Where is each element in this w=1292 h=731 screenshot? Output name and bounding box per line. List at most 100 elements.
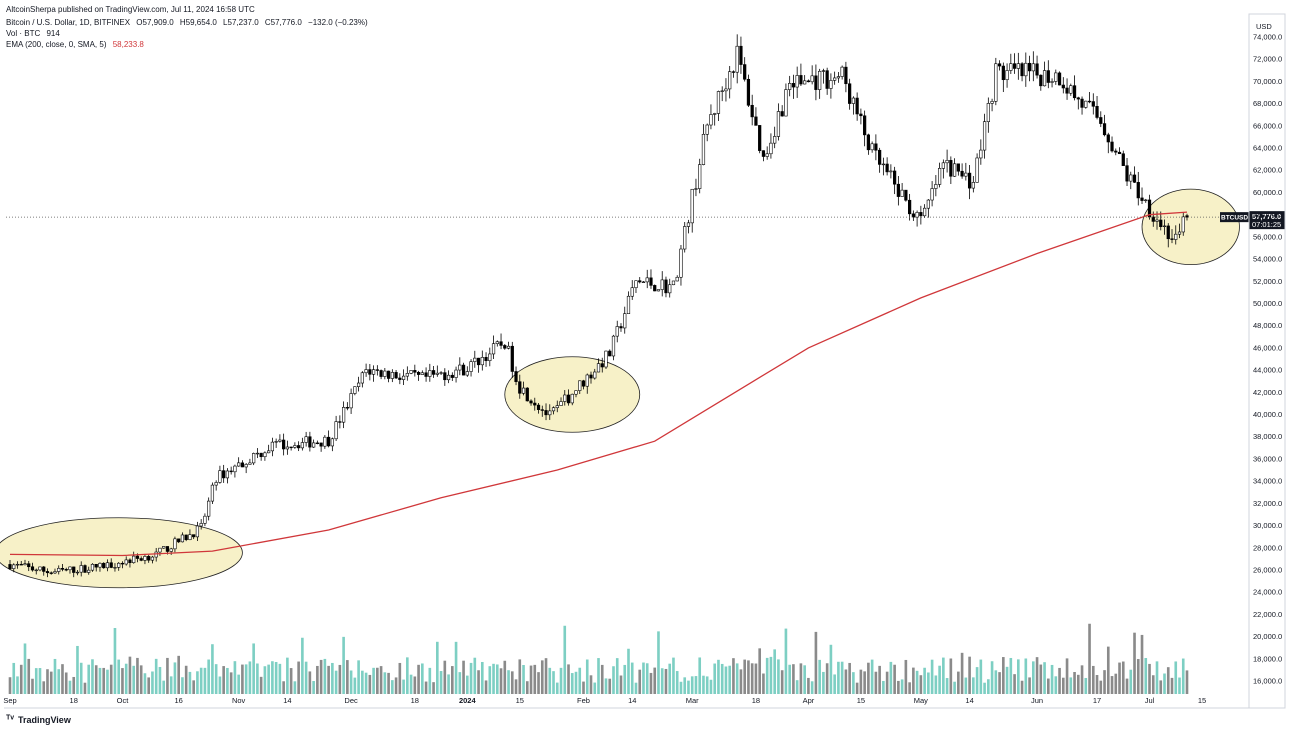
candle-body	[773, 136, 777, 144]
volume-bar	[1005, 666, 1009, 694]
volume-bar	[923, 667, 926, 694]
candle-body	[383, 370, 387, 377]
volume-bar	[222, 666, 225, 694]
volume-bar	[574, 671, 578, 694]
candle-body	[1102, 123, 1107, 136]
candle-body	[833, 77, 837, 81]
price-tick-label: 70,000.0	[1253, 77, 1282, 86]
candle-body	[911, 213, 915, 218]
candle-body	[645, 277, 649, 283]
candle-body	[600, 363, 604, 368]
candle-body	[604, 350, 608, 368]
volume-bar	[972, 677, 975, 694]
candle-body	[233, 465, 237, 473]
candle-body	[42, 566, 46, 572]
candle-body	[341, 407, 346, 423]
volume-bar	[1058, 667, 1061, 694]
candle-body	[394, 372, 398, 379]
candle-body	[240, 462, 245, 468]
volume-bar	[169, 676, 173, 694]
candle-body	[859, 113, 863, 117]
candle-body	[428, 370, 432, 377]
volume-bar	[31, 678, 34, 694]
volume-bar	[177, 655, 180, 694]
candle-body	[814, 75, 818, 90]
candle-body	[1132, 174, 1137, 183]
symbol-title[interactable]: Bitcoin / U.S. Dollar, 1D, BITFINEX	[6, 18, 131, 27]
candle-body	[446, 374, 451, 381]
volume-legend[interactable]: Vol · BTC 914	[6, 28, 64, 39]
volume-bar	[473, 657, 477, 694]
volume-bar	[653, 667, 657, 694]
volume-bar	[679, 681, 683, 694]
price-tick-label: 46,000.0	[1253, 343, 1282, 352]
candle-body	[690, 188, 694, 224]
volume-bar	[19, 664, 23, 694]
volume-bar	[1118, 662, 1121, 694]
candle-body	[1020, 63, 1024, 77]
price-tick-label: 34,000.0	[1253, 477, 1282, 486]
tradingview-logo[interactable]: ᵀᵛ TradingView	[6, 714, 71, 725]
volume-bar	[585, 659, 589, 694]
volume-bar	[728, 665, 732, 694]
candle-body	[518, 381, 522, 394]
candle-body	[439, 372, 443, 374]
price-tick-label: 16,000.0	[1253, 677, 1282, 686]
time-axis[interactable]: Sep 18 Oct 16 Nov 14 Dec 18 2024 15 Feb 14 Mar 18 Apr 1…	[3, 696, 1206, 705]
volume-bar	[499, 668, 503, 694]
volume-bar	[559, 667, 563, 694]
candle-body	[1046, 70, 1050, 83]
candle-body	[878, 149, 882, 165]
candle-body	[525, 387, 529, 402]
volume-bar	[34, 668, 38, 694]
candle-body	[349, 393, 353, 409]
candle-body	[353, 386, 357, 394]
candle-body	[971, 182, 975, 189]
volume-bar	[274, 661, 278, 694]
volume-bar	[544, 658, 548, 694]
ohlc-open: O57,909.0	[136, 18, 174, 27]
candle-body	[705, 124, 709, 135]
volume-bar	[1174, 661, 1178, 694]
volume-bar	[1181, 658, 1185, 694]
volume-bar	[469, 662, 473, 694]
price-tick-label: 66,000.0	[1253, 121, 1282, 130]
candle-body	[282, 439, 286, 450]
volume-value: 914	[46, 29, 60, 38]
candle-body	[653, 285, 657, 292]
price-axis[interactable]: USD 74,000.0 72,000.0 70,000.0 68,000.0 66,00…	[4, 13, 1286, 709]
candle-body	[476, 357, 481, 366]
volume-bar	[1073, 672, 1076, 694]
volume-bar	[368, 674, 372, 694]
ema-legend[interactable]: EMA (200, close, 0, SMA, 5) 58,233.8	[6, 39, 148, 50]
volume-bar	[915, 670, 919, 694]
volume-bar	[593, 682, 597, 694]
volume-bar	[495, 664, 499, 694]
candle-body	[289, 446, 293, 449]
candle-body	[87, 569, 91, 573]
volume-bar	[398, 662, 402, 694]
price-tick-label: 52,000.0	[1253, 277, 1282, 286]
candle-body	[12, 564, 16, 569]
volume-bar	[413, 676, 417, 694]
candle-body	[398, 377, 402, 380]
candle-body	[83, 565, 87, 573]
candle-body	[184, 534, 188, 541]
volume-bar	[912, 667, 915, 694]
candle-body	[683, 226, 687, 250]
candle-body	[297, 445, 301, 449]
candle-body	[885, 163, 889, 173]
candle-body	[356, 382, 361, 387]
highlight-zones	[0, 188, 1240, 589]
candle-body	[491, 343, 496, 355]
price-tick-label: 32,000.0	[1253, 499, 1282, 508]
candle-body	[874, 143, 878, 151]
volume-bar	[859, 669, 863, 694]
volume-bar	[840, 661, 844, 694]
candle-body	[709, 114, 713, 126]
highlight-ellipse	[0, 517, 243, 589]
price-tick-label: 72,000.0	[1253, 55, 1282, 64]
volume-bar	[870, 659, 874, 694]
candle-body	[780, 111, 784, 117]
